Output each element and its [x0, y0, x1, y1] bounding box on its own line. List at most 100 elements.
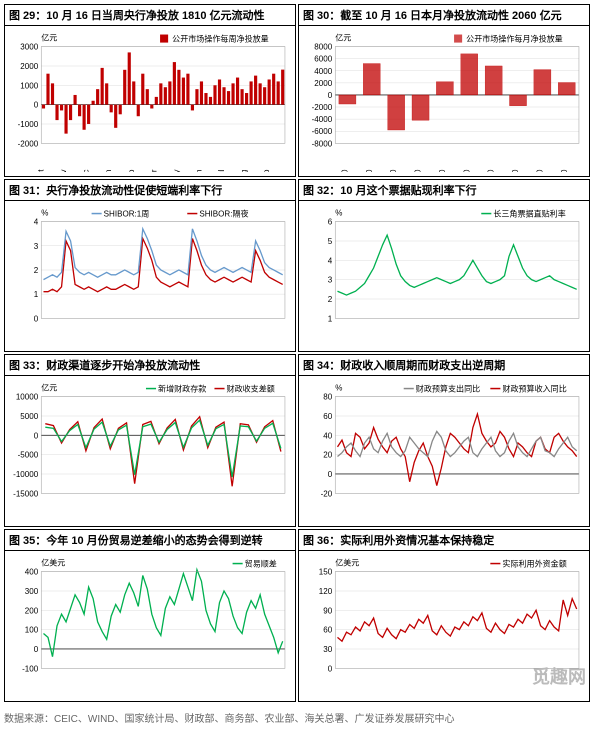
- svg-text:150: 150: [319, 568, 333, 577]
- chart-title: 图 35：今年 10 月份贸易逆差缩小的态势会得到逆转: [5, 530, 295, 551]
- svg-text:长三角票据直贴利率: 长三角票据直贴利率: [493, 209, 565, 219]
- chart-panel-32: 图 32：10 月这个票据贴现利率下行%长三角票据直贴利率123456: [298, 179, 590, 352]
- svg-text:公开市场操作每周净投放量: 公开市场操作每周净投放量: [172, 34, 269, 44]
- chart-title: 图 36：实际利用外资情况基本保持稳定: [299, 530, 589, 551]
- svg-text:2000: 2000: [20, 62, 38, 71]
- svg-text:18-Dec: 18-Dec: [82, 169, 91, 172]
- svg-text:财政预算收入同比: 财政预算收入同比: [502, 384, 566, 394]
- svg-text:%: %: [335, 209, 342, 218]
- svg-text:100: 100: [25, 626, 39, 635]
- svg-text:3: 3: [328, 276, 333, 285]
- svg-text:-20: -20: [321, 489, 333, 498]
- svg-text:%: %: [335, 384, 342, 393]
- svg-text:13-Nov: 13-Nov: [59, 169, 68, 172]
- svg-text:Oct-10: Oct-10: [560, 169, 569, 172]
- svg-text:3000: 3000: [20, 43, 38, 52]
- svg-text:6: 6: [328, 218, 333, 227]
- chart-body: 亿美元贸易顺差-1000100200300400: [5, 551, 295, 701]
- svg-text:11-Jun: 11-Jun: [194, 169, 203, 172]
- chart-title: 图 31：央行净投放流动性促使短端利率下行: [5, 180, 295, 201]
- chart-panel-34: 图 34：财政收入顺周期而财政支出逆周期%财政预算收入同比财政预算支出同比-20…: [298, 354, 590, 527]
- svg-text:2: 2: [328, 295, 333, 304]
- svg-text:0: 0: [34, 645, 39, 654]
- svg-text:-5000: -5000: [18, 451, 39, 460]
- svg-text:%: %: [41, 209, 48, 218]
- svg-text:实际利用外资金额: 实际利用外资金额: [502, 559, 566, 569]
- chart-panel-31: 图 31：央行净投放流动性促使短端利率下行% SHIBOR:隔夜 SHIBOR:1周…: [4, 179, 296, 352]
- svg-text:1000: 1000: [20, 81, 38, 90]
- chart-body: 亿元财政收支差额新增财政存款-15000-10000-5000050001000…: [5, 376, 295, 526]
- svg-text:0: 0: [34, 431, 39, 440]
- chart-title: 图 33：财政渠道逐步开始净投放流动性: [5, 355, 295, 376]
- svg-text:30: 30: [323, 645, 332, 654]
- svg-text:May-10: May-10: [438, 169, 447, 172]
- svg-text:9-Oct: 9-Oct: [36, 169, 45, 172]
- svg-text:新增财政存款: 新增财政存款: [158, 384, 206, 394]
- svg-text:0: 0: [328, 664, 333, 673]
- svg-text:亿元: 亿元: [41, 383, 57, 393]
- svg-text:60: 60: [323, 412, 332, 421]
- svg-text:Jul-10: Jul-10: [487, 169, 496, 172]
- svg-text:3: 3: [34, 242, 39, 251]
- svg-text:-2000: -2000: [18, 139, 39, 148]
- svg-text:亿元: 亿元: [335, 33, 351, 43]
- svg-text:8000: 8000: [314, 43, 332, 52]
- svg-text:1: 1: [328, 314, 333, 323]
- svg-text:Feb-10: Feb-10: [365, 169, 374, 172]
- svg-text:20: 20: [323, 451, 332, 460]
- svg-text:22-Jan: 22-Jan: [104, 169, 113, 172]
- svg-text:60: 60: [323, 626, 332, 635]
- svg-text:10000: 10000: [16, 393, 39, 402]
- svg-text:Aug-10: Aug-10: [511, 169, 520, 172]
- svg-text:财政收支差额: 财政收支差额: [227, 384, 275, 394]
- chart-body: %财政预算收入同比财政预算支出同比-20020406080: [299, 376, 589, 526]
- chart-panel-30: 图 30：截至 10 月 16 日本月净投放流动性 2060 亿元亿元 公开市场操…: [298, 4, 590, 177]
- svg-text:Sep-10: Sep-10: [535, 169, 544, 172]
- svg-text:-8000: -8000: [312, 139, 333, 148]
- svg-text:SHIBOR:1周: SHIBOR:1周: [104, 210, 150, 219]
- svg-text:Mar-10: Mar-10: [389, 169, 398, 172]
- chart-title: 图 30：截至 10 月 16 日本月净投放流动性 2060 亿元: [299, 5, 589, 26]
- svg-text:亿美元: 亿美元: [335, 558, 359, 568]
- svg-text:4000: 4000: [314, 67, 332, 76]
- svg-text:80: 80: [323, 393, 332, 402]
- svg-text:90: 90: [323, 606, 332, 615]
- data-source-footer: 数据来源：CEIC、WIND、国家统计局、财政部、商务部、农业部、海关总署、广发…: [0, 706, 594, 729]
- chart-title: 图 32：10 月这个票据贴现利率下行: [299, 180, 589, 201]
- svg-text:Jan-10: Jan-10: [340, 169, 349, 172]
- svg-text:公开市场操作每月净投放量: 公开市场操作每月净投放量: [466, 34, 563, 44]
- svg-text:亿美元: 亿美元: [41, 558, 65, 568]
- svg-text:6000: 6000: [314, 55, 332, 64]
- svg-text:120: 120: [319, 587, 333, 596]
- chart-title: 图 29：10 月 16 日当周央行净投放 1810 亿元流动性: [5, 5, 295, 26]
- chart-body: 亿元公开市场操作每月净投放量-8000-6000-4000-2000020004…: [299, 26, 589, 176]
- svg-text:40: 40: [323, 431, 332, 440]
- svg-text:26-Feb: 26-Feb: [127, 169, 136, 172]
- chart-body: %长三角票据直贴利率123456: [299, 201, 589, 351]
- svg-text:-2000: -2000: [312, 103, 333, 112]
- svg-text:2-Apr: 2-Apr: [149, 169, 158, 172]
- svg-text:4: 4: [34, 218, 39, 227]
- watermark: 觅趣网: [532, 663, 586, 689]
- svg-text:-1000: -1000: [18, 120, 39, 129]
- chart-body: 亿元公开市场操作每周净投放量-2000-100001000200030009-O…: [5, 26, 295, 176]
- chart-panel-29: 图 29：10 月 16 日当周央行净投放 1810 亿元流动性亿元公开市场操作…: [4, 4, 296, 177]
- svg-text:0: 0: [34, 314, 39, 323]
- svg-text:16-Jul: 16-Jul: [217, 169, 226, 172]
- svg-text:20-Aug: 20-Aug: [240, 169, 249, 172]
- svg-text:300: 300: [25, 587, 39, 596]
- chart-panel-35: 图 35：今年 10 月份贸易逆差缩小的态势会得到逆转亿美元贸易顺差-10001…: [4, 529, 296, 702]
- svg-text:财政预算支出同比: 财政预算支出同比: [416, 384, 480, 394]
- svg-text:-10000: -10000: [13, 470, 39, 479]
- svg-text:7-May: 7-May: [172, 169, 181, 172]
- chart-panel-33: 图 33：财政渠道逐步开始净投放流动性亿元财政收支差额新增财政存款-15000-…: [4, 354, 296, 527]
- svg-text:Jun-10: Jun-10: [462, 169, 471, 172]
- svg-text:1: 1: [34, 290, 39, 299]
- svg-text:2: 2: [34, 266, 39, 275]
- svg-text:4: 4: [328, 256, 333, 265]
- svg-text:SHIBOR:隔夜: SHIBOR:隔夜: [199, 209, 248, 219]
- svg-text:-6000: -6000: [312, 127, 333, 136]
- svg-text:24-Sep: 24-Sep: [262, 169, 271, 172]
- svg-text:Apr-10: Apr-10: [414, 169, 423, 172]
- svg-text:0: 0: [34, 101, 39, 110]
